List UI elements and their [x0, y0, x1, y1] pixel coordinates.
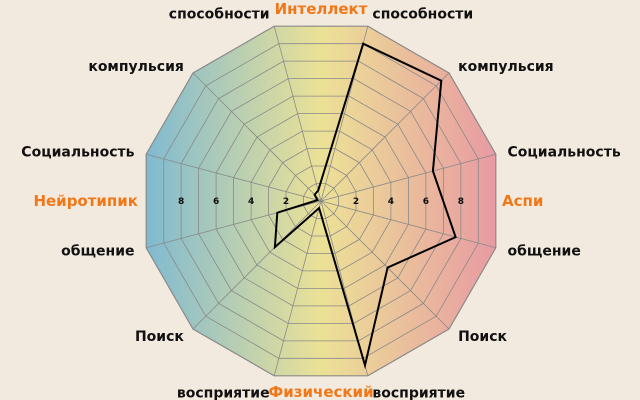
grid-spoke: [192, 200, 322, 330]
spoke-label: способности: [169, 7, 270, 23]
axis-title-right: Аспи: [502, 192, 543, 210]
tick-label: 8: [458, 197, 464, 207]
spoke-label: общение: [508, 243, 581, 259]
grid-spoke: [320, 153, 496, 202]
grid-spoke: [273, 200, 322, 376]
spoke-labels: способности компульсия Социальность общение…: [21, 7, 621, 400]
spoke-label: восприятие: [177, 386, 270, 400]
grid-spoke: [273, 26, 322, 202]
tick-label: 8: [178, 197, 184, 207]
grid-spoke: [320, 200, 450, 330]
spoke-label: способности: [372, 7, 473, 23]
spoke-label: восприятие: [372, 386, 465, 400]
tick-label: 4: [388, 197, 394, 207]
spoke-label: Поиск: [135, 329, 184, 345]
tick-label: 4: [248, 197, 254, 207]
grid-spoke: [320, 72, 450, 202]
grid-spoke: [146, 153, 322, 202]
spoke-label: общение: [61, 243, 134, 259]
grid-spoke: [192, 72, 322, 202]
spoke-label: Социальность: [21, 145, 134, 161]
radar-ticks: 2 2 4 4 6 6 8 8: [178, 197, 464, 207]
tick-label: 2: [283, 197, 289, 207]
spoke-label: Поиск: [458, 329, 507, 345]
tick-label: 6: [213, 197, 219, 207]
tick-label: 6: [423, 197, 429, 207]
spoke-label: компульсия: [88, 59, 184, 75]
axis-title-bottom: Физический: [268, 383, 373, 400]
spoke-label: компульсия: [458, 59, 554, 75]
spoke-label: Социальность: [508, 145, 621, 161]
axis-title-top: Интеллект: [275, 0, 368, 18]
grid-spoke: [320, 200, 496, 249]
series-line: [273, 42, 457, 370]
tick-label: 2: [353, 197, 359, 207]
axis-title-left: Нейротипик: [33, 192, 138, 210]
